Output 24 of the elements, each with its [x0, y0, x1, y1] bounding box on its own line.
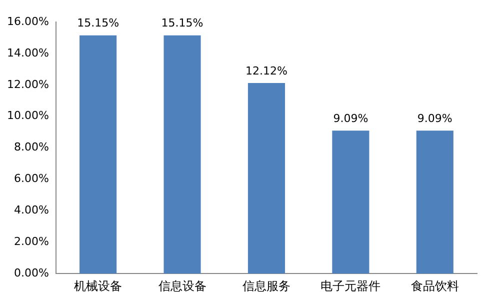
bar — [332, 130, 370, 274]
y-tick-label: 6.00% — [14, 172, 49, 186]
x-tick-label: 食品饮料 — [410, 278, 459, 293]
y-tick-label: 0.00% — [14, 266, 49, 280]
y-tick-label: 2.00% — [14, 235, 49, 248]
y-tick-label: 14.00% — [6, 46, 49, 60]
data-label: 9.09% — [333, 112, 368, 126]
y-tick-label: 12.00% — [6, 78, 49, 91]
y-tick-label: 16.00% — [6, 14, 49, 28]
x-tick-label: 信息服务 — [242, 278, 290, 293]
bar — [416, 130, 454, 274]
x-tick-label: 信息设备 — [158, 278, 206, 293]
data-label: 12.12% — [245, 64, 288, 78]
data-label: 9.09% — [417, 112, 452, 126]
y-tick-label: 4.00% — [14, 204, 49, 217]
x-tick-label: 电子元器件 — [320, 278, 381, 293]
x-tick-label: 机械设备 — [74, 278, 122, 293]
data-label: 15.15% — [161, 16, 204, 30]
bar — [164, 35, 201, 274]
data-label: 15.15% — [77, 16, 120, 30]
y-tick-label: 10.00% — [6, 109, 49, 122]
bar — [248, 83, 285, 274]
bar — [80, 35, 117, 274]
y-tick-label: 8.00% — [14, 140, 49, 154]
